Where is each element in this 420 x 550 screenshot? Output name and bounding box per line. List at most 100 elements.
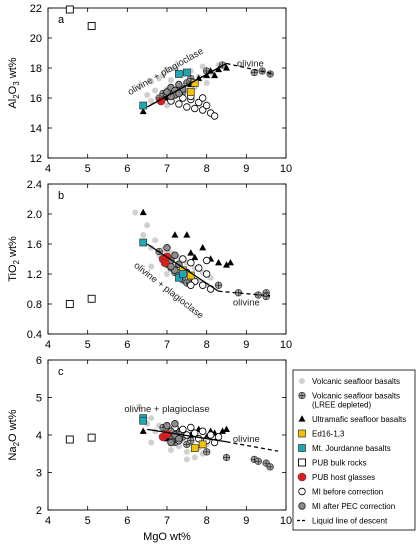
legend-item-pub-bulk: PUB bulk rocks xyxy=(298,458,367,468)
legend-marker xyxy=(298,487,306,496)
volcanic_gray-point xyxy=(199,63,206,70)
x-tick-label: 8 xyxy=(204,339,210,351)
volcanic_depleted-point xyxy=(266,463,274,471)
volcanic_gray-point xyxy=(152,87,159,94)
mi_before-point xyxy=(198,94,207,102)
x-tick-label: 6 xyxy=(124,163,130,175)
lld-solid-line xyxy=(146,62,227,108)
mi_before-point xyxy=(206,431,215,439)
annotation-label: olivine xyxy=(233,434,260,445)
y-tick-label: 12 xyxy=(30,153,42,165)
legend-label: Ed16-1,3 xyxy=(312,430,345,439)
y-tick-label: 1.6 xyxy=(27,239,42,251)
lld-solid-line xyxy=(146,243,219,292)
mi_after-point xyxy=(167,262,175,271)
y-tick-label: 0.8 xyxy=(27,299,42,311)
legend-label-2: (LREE depleted) xyxy=(312,401,371,410)
legend-item-mi-before: MI before correction xyxy=(298,487,383,497)
chart-panel-c: 4 5 6 7 8 9 10 2 3 4 5 6 Na2O wt% MgO wt% c olivine + p… xyxy=(7,355,292,543)
annotation-label: olivine + plagioclase xyxy=(124,404,209,415)
volcanic_gray-point xyxy=(148,439,155,446)
mi_before-point xyxy=(202,270,211,278)
mi_after-point xyxy=(171,251,179,259)
volcanic_gray-point xyxy=(132,209,139,216)
x-tick-label: 10 xyxy=(280,339,292,351)
ultramafic-point xyxy=(223,425,230,432)
legend-marker xyxy=(297,472,307,482)
volcanic_gray-point xyxy=(203,80,210,86)
ultramafic-point xyxy=(207,67,215,74)
legend-marker xyxy=(298,429,306,438)
volcanic_depleted-point xyxy=(203,448,211,456)
mi_after-point xyxy=(163,244,171,252)
y-tick-label: 18 xyxy=(30,63,42,75)
volcanic_depleted-point xyxy=(222,453,231,462)
chart-panel-b: 4 5 6 7 8 9 10 0.4 0.8 1.2 1.6 2.0 2.4 TiO2 wt% b olivi… xyxy=(7,179,292,351)
x-tick-label: 5 xyxy=(85,339,91,351)
mi_after-point xyxy=(171,420,179,428)
ultramafic-point xyxy=(183,231,191,238)
x-tick-label: 4 xyxy=(45,515,51,527)
ultramafic-point xyxy=(191,253,199,261)
jourdanne-point xyxy=(175,70,183,78)
x-tick-label: 10 xyxy=(280,515,292,527)
mi_after-point xyxy=(175,435,183,443)
legend-label: MI after PEC correction xyxy=(312,502,395,511)
ultramafic-point xyxy=(199,243,207,251)
legend-label: Volcanic seafloor basalts xyxy=(312,392,400,401)
ultramafic-point xyxy=(171,231,179,238)
legend-marker xyxy=(299,378,305,384)
mi_after-point xyxy=(167,438,175,447)
ultramafic-point xyxy=(215,65,223,73)
volcanic_gray-point xyxy=(171,65,178,71)
x-tick-label: 7 xyxy=(164,163,170,175)
ultramafic-point xyxy=(139,427,147,434)
mi_before-point xyxy=(191,104,199,113)
x-tick-label: 5 xyxy=(85,515,91,527)
volcanic_gray-point xyxy=(144,92,151,98)
lld-dashed-line xyxy=(218,290,271,297)
ultramafic-point xyxy=(223,64,230,71)
lld-solid-line xyxy=(147,428,227,443)
pub_bulk-point xyxy=(65,435,74,444)
legend-marker xyxy=(298,458,306,467)
volcanic_gray-point xyxy=(148,98,155,104)
pub_bulk-point xyxy=(87,433,96,442)
x-tick-label: 4 xyxy=(45,339,51,351)
mi_before-point xyxy=(179,425,187,434)
y-tick-label: 4 xyxy=(36,430,42,442)
x-tick-label: 6 xyxy=(124,339,130,351)
volcanic_gray-point xyxy=(183,456,190,463)
legend-label: Liquid line of descent xyxy=(312,517,388,526)
y-tick-label: 1.2 xyxy=(27,269,42,281)
y-tick-label: 20 xyxy=(30,33,42,45)
mi_before-point xyxy=(198,281,207,289)
x-tick-label: 5 xyxy=(85,163,91,175)
legend-marker xyxy=(298,415,306,422)
y-tick-label: 2 xyxy=(36,505,42,517)
legend-marker xyxy=(298,502,306,510)
volcanic_gray-point xyxy=(144,222,151,229)
ultramafic-point xyxy=(215,258,223,266)
ultramafic-point xyxy=(226,258,234,266)
y-axis-label: Al2O3 wt% xyxy=(7,57,21,108)
legend-marker xyxy=(298,391,306,400)
volcanic_depleted-point xyxy=(262,292,270,301)
volcanic_depleted-point xyxy=(254,457,262,465)
legend-label: Mt. Jourdanne basalts xyxy=(312,444,391,453)
legend-item-volcanic-depleted: Volcanic seafloor basalts(LREE depleted) xyxy=(298,391,400,410)
mi_before-point xyxy=(183,103,191,111)
x-tick-label: 10 xyxy=(280,163,292,175)
volcanic_gray-point xyxy=(148,78,155,85)
ultramafic-point xyxy=(139,107,147,115)
ultramafic-point xyxy=(223,261,230,268)
volcanic_gray-point xyxy=(183,448,190,455)
legend-label: MI before correction xyxy=(312,488,383,497)
plot-frame xyxy=(47,7,287,159)
volcanic_gray-point xyxy=(164,271,170,277)
legend-item-ed16: Ed16-1,3 xyxy=(298,429,345,439)
jourdanne-point xyxy=(139,101,148,110)
pub_bulk-point xyxy=(65,300,74,308)
